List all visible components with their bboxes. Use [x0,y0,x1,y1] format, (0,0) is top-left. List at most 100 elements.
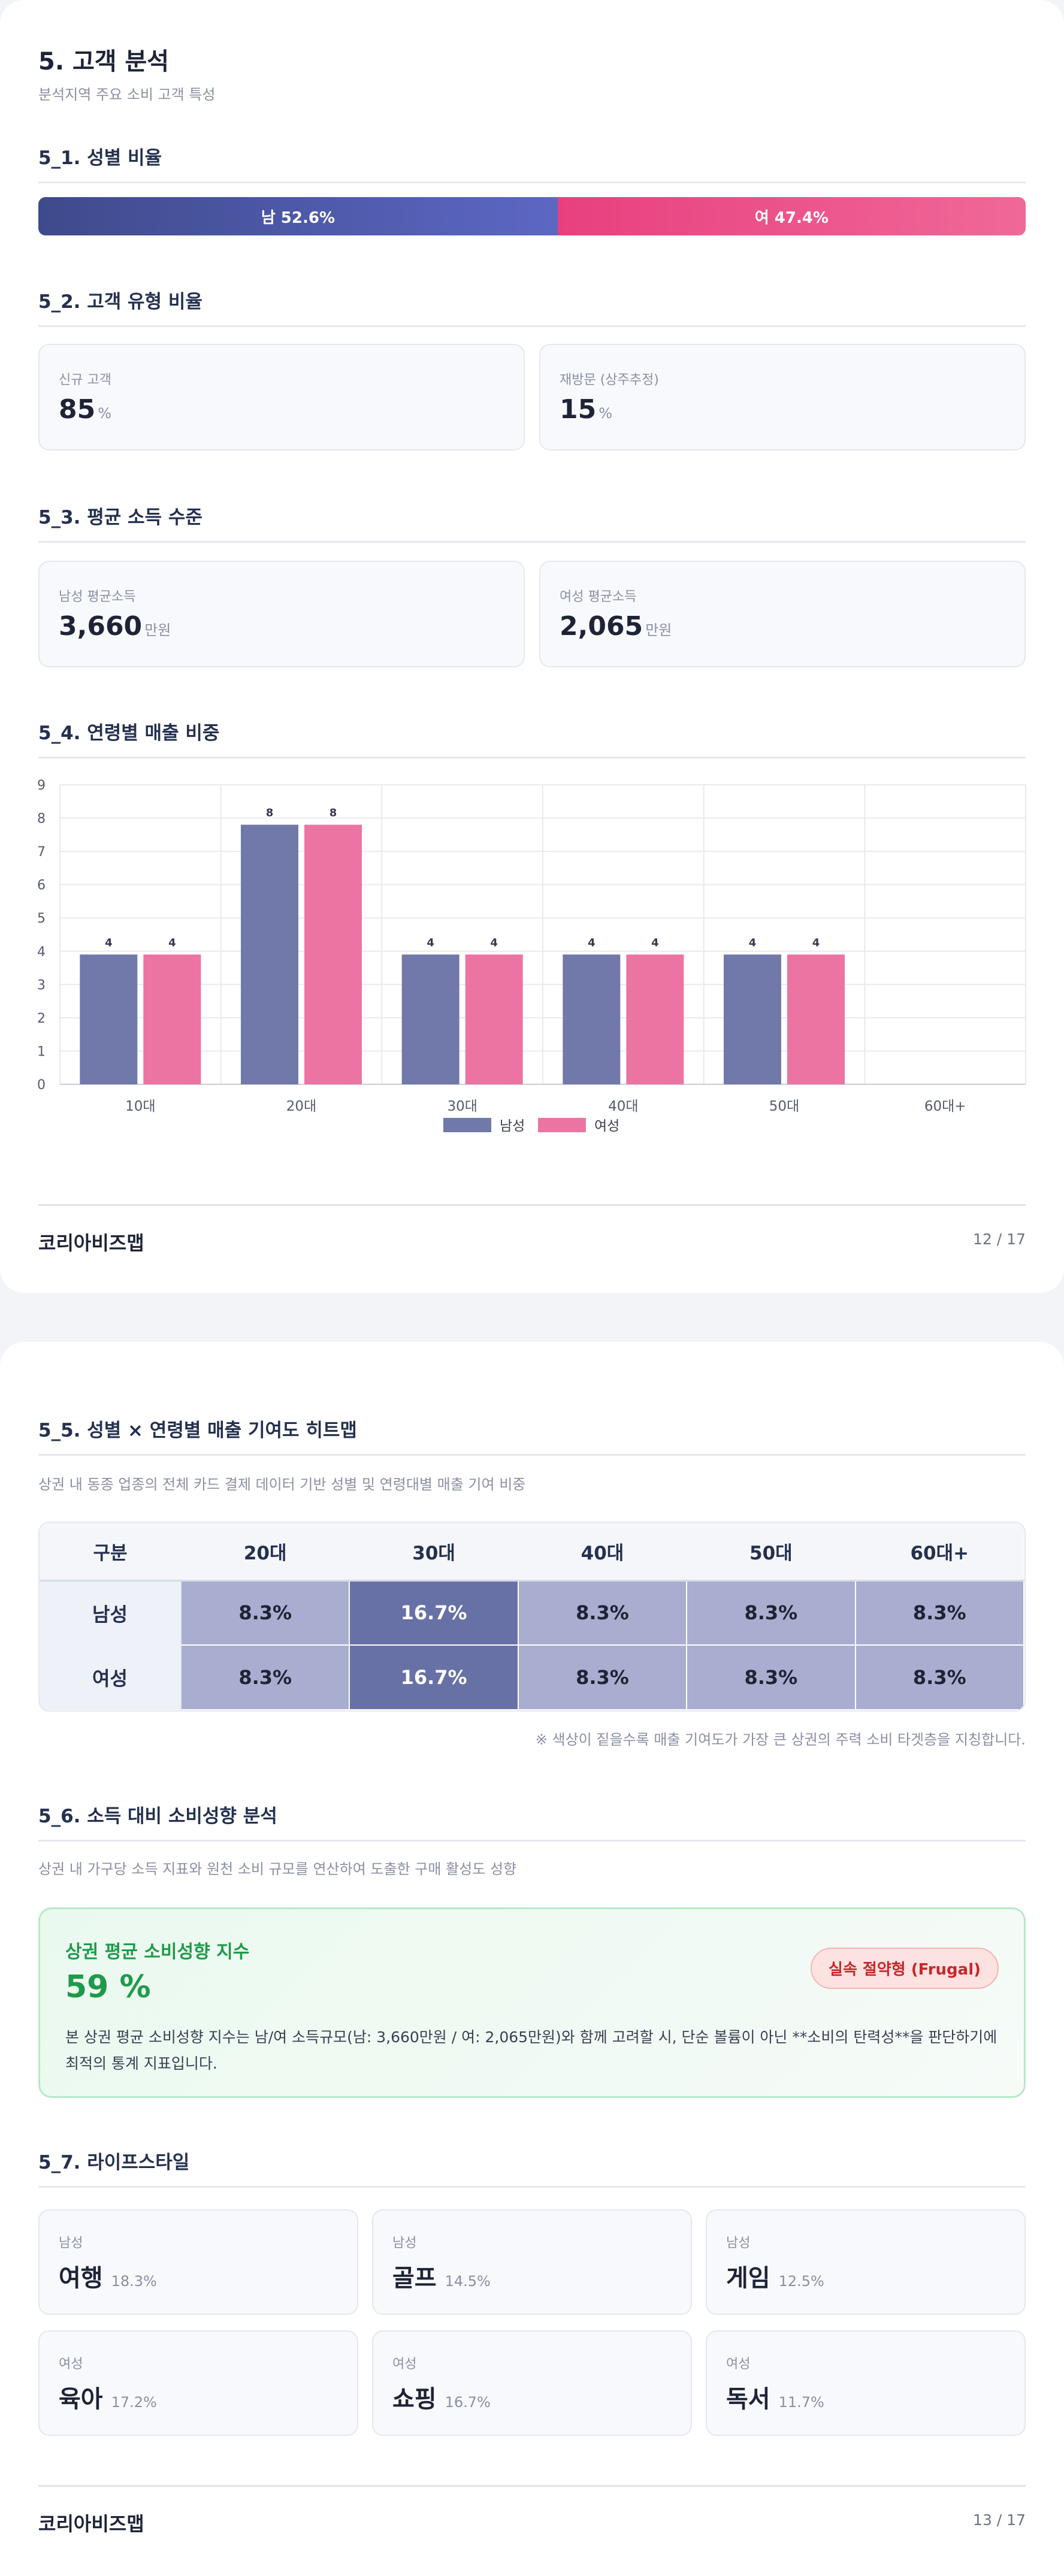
page-title: 5. 고객 분석 [38,48,170,75]
y-tick-label: 8 [37,812,46,827]
bar-female [787,954,845,1084]
lifestyle-name: 독서 11.7% [726,2385,824,2413]
footer-brand: 코리아비즈맵 [38,2512,144,2535]
lifestyle-gender: 남성 [726,2236,751,2251]
lifestyle-card: 남성 여행 18.3% [38,2209,358,2315]
lifestyle-name: 쇼핑 16.7% [392,2385,491,2413]
y-tick-label: 0 [37,1078,46,1093]
footer-page-number: 12 / 17 [973,1230,1026,1248]
lifestyle-gender: 남성 [59,2236,83,2251]
bar-data-label: 4 [588,936,596,949]
lifestyle-name: 육아 17.2% [59,2385,157,2413]
lifestyle-gender: 여성 [59,2357,83,2372]
heatmap-row-header: 남성 [40,1580,182,1645]
bar-male [401,954,460,1084]
y-tick-label: 2 [37,1011,46,1026]
card-value: 2,065 만원 [560,611,672,642]
lifestyle-card: 여성 쇼핑 16.7% [372,2330,692,2436]
spending-index-box: 상권 평균 소비성향 지수 59 % 실속 절약형 (Frugal) 본 상권 … [38,1907,1026,2098]
section-heading-lifestyle: 5_7. 라이프스타일 [38,2147,1026,2188]
spending-type-badge: 실속 절약형 (Frugal) [811,1948,999,1989]
card-value: 3,660 만원 [59,611,171,642]
x-tick-label: 50대 [769,1099,799,1114]
heatmap-header-row: 구분 20대 30대 40대 50대 60대+ [40,1523,1024,1582]
footer-page-number: 13 / 17 [973,2511,1026,2529]
section-heading-heatmap: 5_5. 성별 × 연령별 매출 기여도 히트맵 [38,1415,1026,1456]
x-tick-label: 60대+ [924,1099,966,1114]
footer-divider [38,2485,1026,2487]
bar-data-label: 4 [749,936,757,949]
x-tick-label: 40대 [608,1099,638,1114]
lifestyle-card: 여성 육아 17.2% [38,2330,358,2436]
lifestyle-gender: 여성 [726,2357,751,2372]
spending-index-value: 59 % [65,1969,151,2005]
section-heading-age: 5_4. 연령별 매출 비중 [38,718,1026,758]
bar-female [465,954,523,1084]
y-tick-label: 1 [37,1044,46,1059]
x-tick-label: 20대 [286,1099,316,1114]
heatmap-col-header: 30대 [349,1523,518,1582]
section-heading-gender: 5_1. 성별 비율 [38,143,1026,183]
bar-data-label: 4 [812,936,820,949]
heatmap-col-header: 20대 [181,1523,350,1582]
section-heading-income: 5_3. 평균 소득 수준 [38,502,1026,543]
lifestyle-card: 남성 게임 12.5% [706,2209,1026,2315]
heatmap-col-header: 구분 [40,1523,181,1582]
heatmap-table: 구분 20대 30대 40대 50대 60대+ 남성 8.3% 16.7% 8.… [38,1522,1026,1712]
heatmap-cell: 8.3% [180,1580,350,1646]
heatmap-cell: 8.3% [686,1580,856,1646]
report-page-12: 5. 고객 분석 분석지역 주요 소비 고객 특성 5_1. 성별 비율 남 5… [0,0,1064,1293]
bar-female [143,954,201,1084]
gender-ratio-bar: 남 52.6% 여 47.4% [38,197,1026,235]
legend-swatch [443,1118,491,1132]
heatmap-col-header: 40대 [518,1523,687,1582]
bar-female [626,954,684,1084]
lifestyle-name: 골프 14.5% [392,2264,491,2292]
y-tick-label: 3 [37,978,46,993]
heatmap-cell: 16.7% [349,1644,519,1710]
y-tick-label: 5 [37,911,46,926]
age-sales-bar-chart: 0 1 2 3 4 5 6 7 8 9 4 4 10대 8 8 20대 4 4 30대 4 4 40대 4 4 50대 60대+ 남… [37,778,1026,1134]
heatmap-col-header: 50대 [687,1523,856,1582]
card-value: 85% [59,394,112,425]
bar-male [724,954,781,1084]
bar-female [304,824,362,1084]
heatmap-cell: 8.3% [517,1580,688,1646]
bar-data-label: 4 [651,936,659,949]
card-label: 남성 평균소득 [59,589,136,604]
y-tick-label: 7 [37,845,46,860]
spending-description: 상권 내 가구당 소득 지표와 원천 소비 규모를 연산하여 도출한 구매 활성… [38,1861,517,1877]
heatmap-cell: 8.3% [854,1580,1024,1646]
bar-male [241,824,298,1084]
bar-data-label: 4 [168,936,176,949]
footer-brand: 코리아비즈맵 [38,1232,144,1254]
legend-label: 여성 [594,1118,619,1134]
heatmap-cell: 16.7% [349,1580,519,1646]
bar-data-label: 4 [105,936,113,949]
legend-swatch [538,1118,586,1132]
card-label: 재방문 (상주추정) [560,373,659,388]
heatmap-cell: 8.3% [854,1644,1024,1710]
lifestyle-card: 남성 골프 14.5% [372,2209,692,2315]
bar-data-label: 4 [427,936,434,949]
spending-index-title: 상권 평균 소비성향 지수 [65,1942,250,1963]
x-tick-label: 10대 [125,1099,155,1114]
spending-index-body: 본 상권 평균 소비성향 지수는 남/여 소득규모(남: 3,660만원 / 여… [65,2028,998,2072]
lifestyle-name: 여행 18.3% [59,2264,157,2292]
income-card-male: 남성 평균소득 3,660 만원 [38,561,525,667]
gender-bar-male: 남 52.6% [38,197,558,235]
bar-male [80,954,138,1084]
bar-data-label: 8 [330,807,337,820]
customer-type-card-returning: 재방문 (상주추정) 15% [539,344,1026,451]
card-value: 15% [560,394,613,425]
section-heading-spending: 5_6. 소득 대비 소비성향 분석 [38,1801,1026,1842]
heatmap-row-female: 여성 8.3% 16.7% 8.3% 8.3% 8.3% [40,1644,1024,1710]
y-tick-label: 4 [37,945,46,960]
heatmap-row-header: 여성 [40,1645,182,1710]
x-tick-label: 30대 [447,1099,477,1114]
bar-data-label: 4 [490,936,498,949]
income-card-female: 여성 평균소득 2,065 만원 [539,561,1026,667]
lifestyle-name: 게임 12.5% [726,2264,824,2292]
heatmap-row-male: 남성 8.3% 16.7% 8.3% 8.3% 8.3% [40,1580,1024,1646]
heatmap-cell: 8.3% [686,1644,856,1710]
